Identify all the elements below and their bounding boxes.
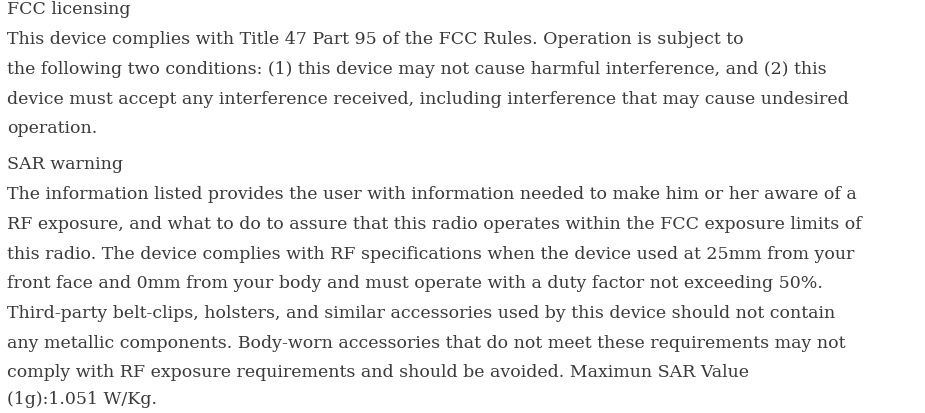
Text: SAR warning: SAR warning: [7, 157, 123, 173]
Text: device must accept any interference received, including interference that may ca: device must accept any interference rece…: [7, 91, 849, 108]
Text: Third-party belt-clips, holsters, and similar accessories used by this device sh: Third-party belt-clips, holsters, and si…: [7, 305, 835, 322]
Text: front face and 0mm from your body and must operate with a duty factor not exceed: front face and 0mm from your body and mu…: [7, 275, 823, 292]
Text: this radio. The device complies with RF specifications when the device used at 2: this radio. The device complies with RF …: [7, 246, 855, 263]
Text: The information listed provides the user with information needed to make him or : The information listed provides the user…: [7, 186, 857, 203]
Text: the following two conditions: (1) this device may not cause harmful interference: the following two conditions: (1) this d…: [7, 61, 827, 78]
Text: any metallic components. Body-worn accessories that do not meet these requiremen: any metallic components. Body-worn acces…: [7, 335, 845, 352]
Text: operation.: operation.: [7, 121, 98, 138]
Text: This device complies with Title 47 Part 95 of the FCC Rules. Operation is subjec: This device complies with Title 47 Part …: [7, 31, 744, 48]
Text: comply with RF exposure requirements and should be avoided. Maximun SAR Value: comply with RF exposure requirements and…: [7, 365, 749, 382]
Text: (1g):1.051 W/Kg.: (1g):1.051 W/Kg.: [7, 391, 157, 408]
Text: RF exposure, and what to do to assure that this radio operates within the FCC ex: RF exposure, and what to do to assure th…: [7, 216, 862, 233]
Text: FCC licensing: FCC licensing: [7, 2, 131, 19]
